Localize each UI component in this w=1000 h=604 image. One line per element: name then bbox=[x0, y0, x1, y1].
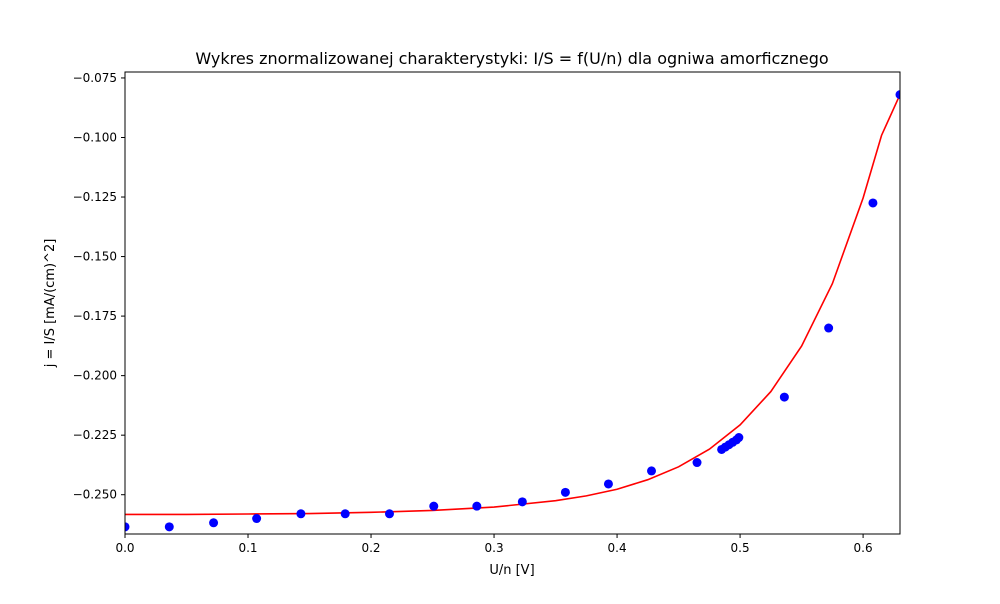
y-tick-label: −0.075 bbox=[73, 71, 117, 85]
y-tick-label: −0.225 bbox=[73, 428, 117, 442]
axes-frame bbox=[124, 71, 901, 535]
data-point bbox=[734, 433, 744, 443]
x-tick-label: 0.4 bbox=[608, 541, 627, 555]
x-tick-label: 0.6 bbox=[854, 541, 873, 555]
data-point bbox=[647, 466, 657, 476]
x-tick-label: 0.0 bbox=[115, 541, 134, 555]
x-tick-label: 0.2 bbox=[361, 541, 380, 555]
data-point bbox=[429, 501, 439, 511]
data-point bbox=[517, 497, 527, 507]
x-axis-label: U/n [V] bbox=[489, 563, 534, 578]
y-axis: −0.250 −0.225 −0.200 −0.175 −0.150 −0.125 −0.1… bbox=[73, 71, 125, 502]
data-point bbox=[384, 509, 394, 519]
y-tick-label: −0.150 bbox=[73, 250, 117, 264]
data-point bbox=[252, 514, 262, 524]
data-point bbox=[824, 323, 834, 333]
data-point bbox=[895, 90, 900, 100]
x-tick-label: 0.3 bbox=[485, 541, 504, 555]
y-tick-label: −0.250 bbox=[73, 488, 117, 502]
data-point bbox=[779, 392, 789, 402]
plot-area bbox=[125, 90, 900, 532]
data-point bbox=[296, 509, 306, 519]
fit-curve-line bbox=[125, 94, 900, 516]
data-point bbox=[603, 479, 613, 489]
data-point bbox=[472, 501, 482, 511]
data-point bbox=[560, 487, 570, 497]
data-point bbox=[209, 518, 219, 528]
y-tick-label: −0.175 bbox=[73, 309, 117, 323]
y-tick-label: −0.200 bbox=[73, 369, 117, 383]
data-point bbox=[164, 522, 174, 532]
data-point bbox=[340, 509, 350, 519]
y-tick-label: −0.125 bbox=[73, 190, 117, 204]
data-point bbox=[868, 198, 878, 208]
x-axis: 0.0 0.1 0.2 0.3 0.4 0.5 0.6 bbox=[115, 534, 873, 555]
data-point bbox=[125, 522, 130, 532]
y-axis-label: j = I/S [mA/(cm)^2] bbox=[43, 239, 58, 369]
x-tick-label: 0.1 bbox=[238, 541, 257, 555]
data-point bbox=[692, 458, 702, 468]
chart-title: Wykres znormalizowanej charakterystyki: … bbox=[195, 49, 828, 68]
y-tick-label: −0.100 bbox=[73, 130, 117, 144]
x-tick-label: 0.5 bbox=[731, 541, 750, 555]
